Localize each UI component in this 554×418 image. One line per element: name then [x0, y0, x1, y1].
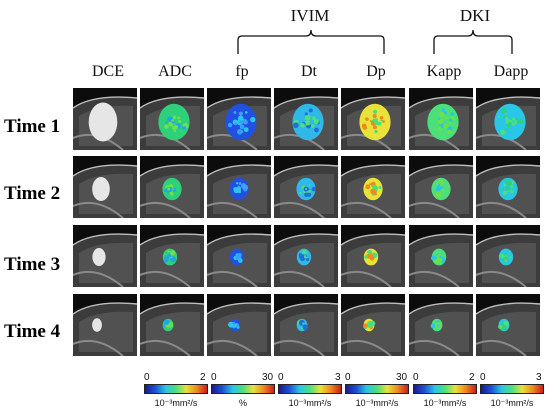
mri-panel-fp-row-2	[207, 156, 271, 218]
row-label-time-2: Time 2	[4, 183, 61, 204]
mri-panel-dce-row-2	[73, 156, 137, 218]
mri-panel-adc-row-3	[140, 225, 204, 287]
mri-panel-fp-row-1	[207, 88, 271, 150]
row-label-time-4: Time 4	[4, 321, 61, 342]
colorbar-dapp-max: 3	[536, 372, 542, 383]
colorbar-adc-min: 0	[144, 372, 150, 383]
column-label-dce: DCE	[92, 63, 124, 80]
mri-panel-kapp-row-1	[409, 88, 473, 150]
row-label-time-1: Time 1	[4, 116, 61, 137]
colorbar-dapp-unit: 10⁻³mm²/s	[490, 398, 534, 408]
mri-panel-dt-row-1	[274, 88, 338, 150]
colorbar-kapp-unit: 10⁻³mm²/s	[423, 398, 467, 408]
colorbar-dt-max: 3	[335, 372, 341, 383]
colorbar-dp	[345, 384, 409, 394]
colorbar-dt-unit: 10⁻³mm²/s	[288, 398, 332, 408]
mri-panel-dp-row-3	[341, 225, 405, 287]
colorbar-adc	[144, 384, 208, 394]
mri-panel-dt-row-2	[274, 156, 338, 218]
colorbar-fp-min: 0	[211, 372, 217, 383]
colorbar-dapp-min: 0	[480, 372, 486, 383]
mri-panel-dapp-row-4	[476, 294, 540, 356]
colorbar-fp-max: 30	[262, 372, 274, 383]
colorbar-dp-unit: 10⁻³mm²/s	[355, 398, 399, 408]
mri-panel-adc-row-2	[140, 156, 204, 218]
colorbar-dp-max: 30	[396, 372, 408, 383]
mri-panel-dt-row-3	[274, 225, 338, 287]
column-label-fp: fp	[235, 63, 249, 80]
colorbar-kapp-max: 2	[469, 372, 475, 383]
mri-panel-fp-row-4	[207, 294, 271, 356]
colorbar-fp	[211, 384, 275, 394]
colorbar-dapp	[480, 384, 544, 394]
colorbar-dp-min: 0	[345, 372, 351, 383]
column-label-dapp: Dapp	[493, 63, 529, 80]
mri-panel-dce-row-4	[73, 294, 137, 356]
group-label-ivim: IVIM	[290, 6, 330, 25]
column-label-dt: Dt	[301, 63, 317, 80]
mri-panel-kapp-row-3	[409, 225, 473, 287]
colorbar-adc-max: 2	[200, 372, 206, 383]
colorbar-dt	[278, 384, 342, 394]
mri-panel-dapp-row-2	[476, 156, 540, 218]
mri-panel-adc-row-4	[140, 294, 204, 356]
column-label-adc: ADC	[158, 63, 192, 80]
mri-panel-dapp-row-1	[476, 88, 540, 150]
mri-panel-kapp-row-4	[409, 294, 473, 356]
mri-panel-dp-row-4	[341, 294, 405, 356]
mri-panel-dp-row-1	[341, 88, 405, 150]
colorbar-dt-min: 0	[278, 372, 284, 383]
mri-panel-dapp-row-3	[476, 225, 540, 287]
mri-panel-adc-row-1	[140, 88, 204, 150]
mri-panel-dce-row-1	[73, 88, 137, 150]
mri-panel-dce-row-3	[73, 225, 137, 287]
brace-ivim	[237, 29, 385, 54]
mri-panel-fp-row-3	[207, 225, 271, 287]
colorbar-kapp	[413, 384, 477, 394]
brace-dki	[433, 29, 513, 54]
column-label-kapp: Kapp	[426, 63, 462, 80]
column-label-dp: Dp	[366, 63, 386, 80]
mri-panel-dp-row-2	[341, 156, 405, 218]
mri-panel-dt-row-4	[274, 294, 338, 356]
row-label-time-3: Time 3	[4, 254, 61, 275]
group-label-dki: DKI	[459, 6, 491, 25]
colorbar-adc-unit: 10⁻³mm²/s	[154, 398, 198, 408]
colorbar-fp-unit: %	[238, 398, 247, 408]
mri-panel-kapp-row-2	[409, 156, 473, 218]
colorbar-kapp-min: 0	[413, 372, 419, 383]
